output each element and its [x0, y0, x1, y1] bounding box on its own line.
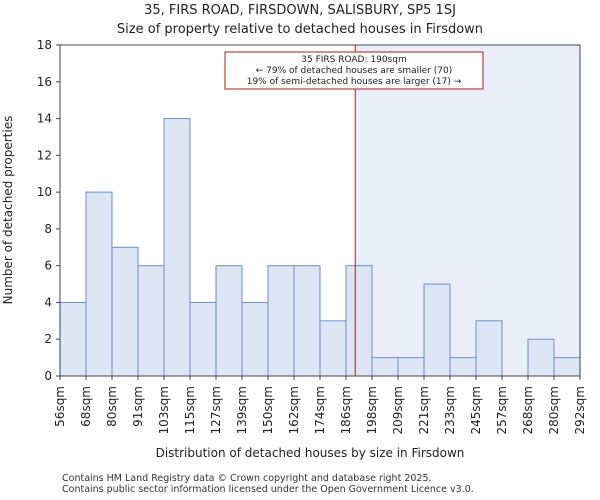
bar-233sqm — [449, 357, 477, 377]
bar-174sqm — [319, 320, 347, 377]
bar-198sqm — [371, 357, 399, 377]
bar-139sqm — [241, 301, 269, 377]
y-tick-label: 16 — [37, 75, 52, 89]
y-tick-label: 8 — [44, 222, 52, 236]
plot-frame — [59, 44, 581, 377]
chart-subtitle: Size of property relative to detached ho… — [117, 22, 483, 37]
x-tick-label: 292sqm — [573, 386, 587, 434]
y-tick-label: 2 — [44, 332, 52, 346]
x-axis-ticks: 56sqm 68sqm 80sqm 91sqm 103sqm 115sqm 127sqm 13… — [53, 376, 587, 434]
x-tick-label: 245sqm — [469, 386, 483, 434]
y-tick-label: 6 — [44, 259, 52, 273]
x-tick-label: 103sqm — [157, 386, 171, 434]
y-tick-label: 14 — [37, 112, 52, 126]
annotation-box — [224, 51, 484, 90]
x-tick-label: 209sqm — [391, 386, 405, 434]
x-tick-label: 221sqm — [417, 386, 431, 434]
bar-68sqm — [85, 191, 113, 377]
y-tick-label: 10 — [37, 185, 52, 199]
x-tick-label: 56sqm — [53, 386, 67, 427]
y-tick-label: 0 — [44, 369, 52, 383]
y-axis-label: Number of detached properties — [1, 116, 15, 305]
larger-region-shade — [355, 45, 580, 376]
y-tick-label: 18 — [37, 38, 52, 52]
x-tick-label: 198sqm — [365, 386, 379, 434]
x-tick-label: 174sqm — [313, 386, 327, 434]
bar-186sqm — [345, 265, 373, 377]
annotation-line-3: 19% of semi-detached houses are larger (… — [247, 77, 462, 87]
x-tick-label: 162sqm — [287, 386, 301, 434]
bar-162sqm — [293, 265, 321, 377]
bar-80sqm — [111, 246, 139, 377]
footer-line-2: Contains public sector information licen… — [62, 484, 474, 495]
bar-209sqm — [397, 357, 425, 377]
y-axis-ticks: 0 2 4 6 8 10 12 14 16 18 — [37, 38, 60, 383]
x-tick-label: 257sqm — [495, 386, 509, 434]
x-tick-label: 280sqm — [547, 386, 561, 434]
x-tick-label: 186sqm — [339, 386, 353, 434]
bar-115sqm — [189, 301, 217, 377]
x-tick-label: 268sqm — [521, 386, 535, 434]
x-tick-label: 139sqm — [235, 386, 249, 434]
bar-221sqm — [423, 283, 451, 377]
bars — [59, 118, 581, 377]
y-tick-label: 12 — [37, 148, 52, 162]
bar-245sqm — [475, 320, 503, 377]
x-tick-label: 80sqm — [105, 386, 119, 427]
bar-268sqm — [527, 338, 555, 377]
annotation-line-2: ← 79% of detached houses are smaller (70… — [256, 66, 453, 76]
bar-127sqm — [215, 265, 243, 377]
x-tick-label: 127sqm — [209, 386, 223, 434]
bar-56sqm — [59, 301, 87, 377]
bar-103sqm — [163, 118, 191, 377]
y-tick-label: 4 — [44, 295, 52, 309]
bar-150sqm — [267, 265, 295, 377]
x-tick-label: 68sqm — [79, 386, 93, 427]
x-tick-label: 91sqm — [131, 386, 145, 427]
x-axis-label: Distribution of detached houses by size … — [156, 446, 465, 460]
bar-280sqm — [553, 357, 581, 377]
x-tick-label: 233sqm — [443, 386, 457, 434]
chart-title: 35, FIRS ROAD, FIRSDOWN, SALISBURY, SP5 … — [144, 3, 456, 18]
footer-line-1: Contains HM Land Registry data © Crown c… — [62, 473, 432, 484]
annotation-line-1: 35 FIRS ROAD: 190sqm — [301, 55, 406, 65]
x-tick-label: 115sqm — [183, 386, 197, 434]
x-tick-label: 150sqm — [261, 386, 275, 434]
bar-91sqm — [137, 265, 165, 377]
